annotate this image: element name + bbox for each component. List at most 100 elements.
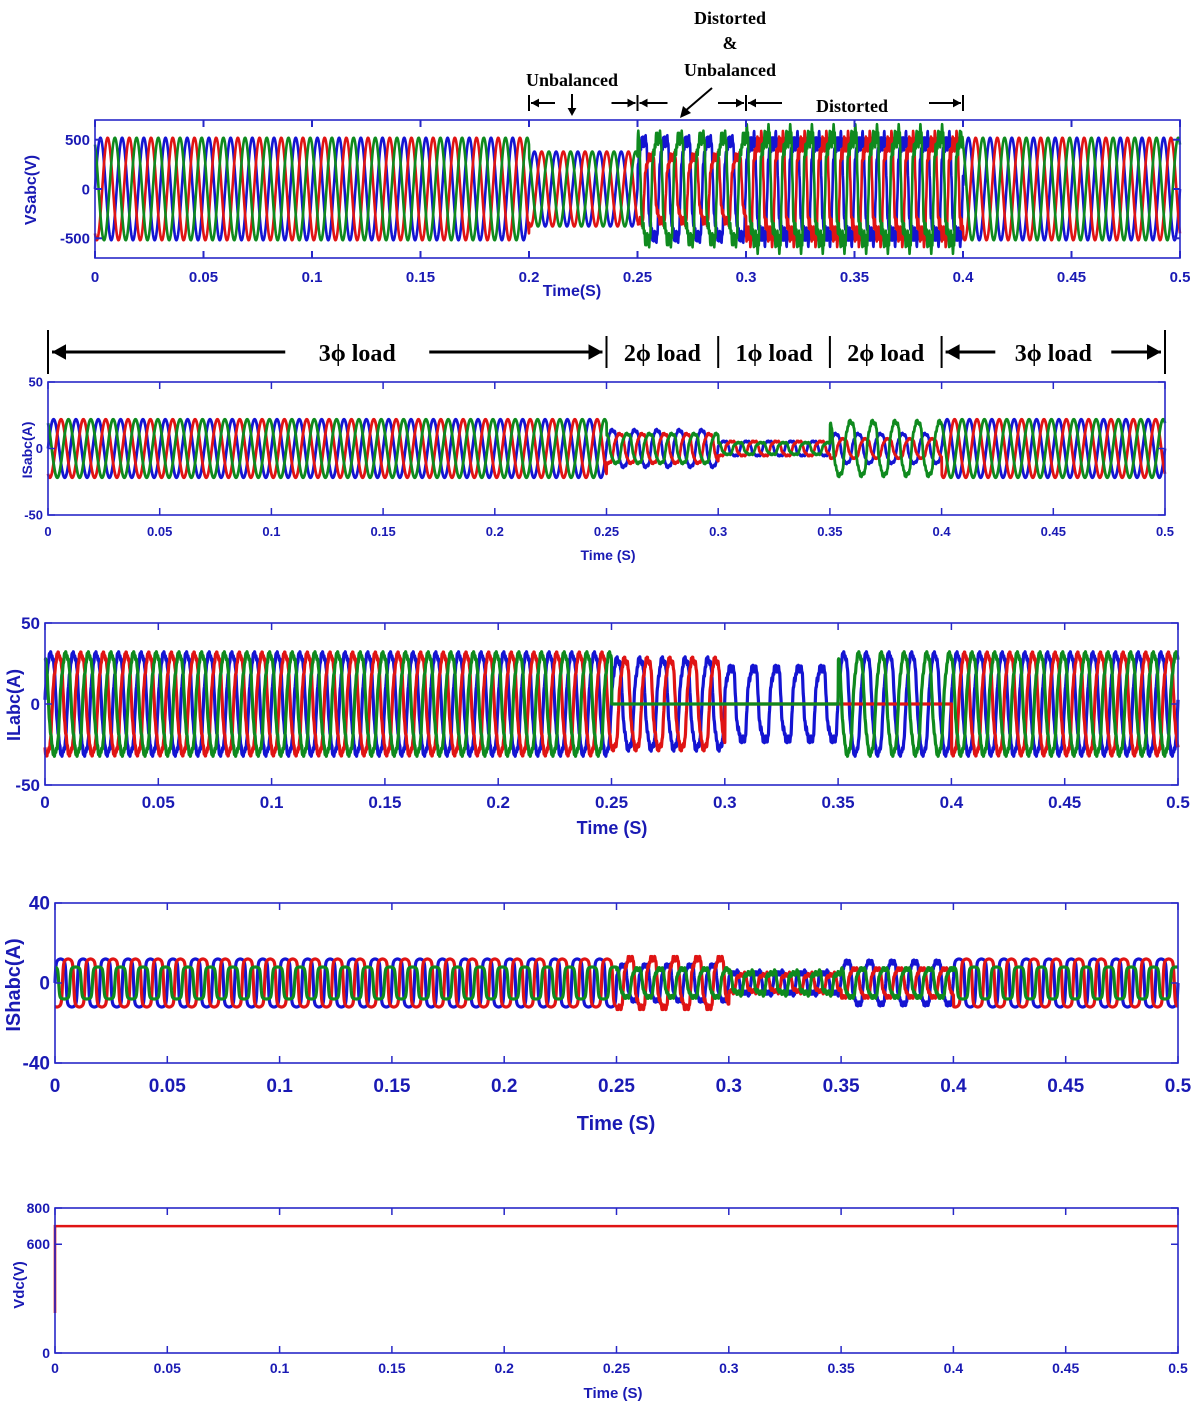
- x-tick-label: 0.2: [519, 269, 540, 286]
- vdc-trace: [53, 1224, 1178, 1313]
- distorted-label: Distorted: [816, 96, 888, 116]
- x-tick-label: 0.45: [1041, 524, 1066, 539]
- x-tick-label: 0.4: [940, 1076, 967, 1097]
- x-tick-label: 0.1: [302, 269, 323, 286]
- x-tick-label: 0.45: [1047, 1076, 1084, 1097]
- x-tick-label: 0.3: [736, 269, 757, 286]
- x-tick-label: 0.3: [709, 524, 727, 539]
- y-axis-label: IShabc(A): [3, 938, 25, 1031]
- y-tick-label: -50: [24, 508, 43, 523]
- y-tick-label: 0: [31, 695, 40, 714]
- phase-c-trace: [46, 417, 1167, 480]
- x-tick-label: 0.25: [595, 793, 628, 812]
- arrow-head: [627, 98, 636, 108]
- x-tick-label: 0.3: [719, 1360, 739, 1376]
- x-tick-label: 0.15: [370, 524, 395, 539]
- y-tick-label: 0: [39, 974, 50, 995]
- y-axis-label: Vdc(V): [11, 1261, 28, 1309]
- panel-1: 0 0.05 0.1 0.15 0.2 0.25 0.3 0.35 0.4 0.45 0.5 500 0…: [23, 119, 1191, 300]
- x-tick-label: 0.15: [378, 1360, 405, 1376]
- x-tick-label: 0.1: [262, 524, 280, 539]
- y-tick-label: 0: [42, 1345, 50, 1361]
- x-tick-label: 0.2: [486, 524, 504, 539]
- distorted-unbalanced-label-line2: &: [723, 33, 738, 53]
- phase-b-trace: [53, 954, 1180, 1012]
- phase-a-trace: [53, 957, 1180, 1009]
- arrow-head: [680, 106, 691, 118]
- x-axis-label: Time (S): [577, 1113, 656, 1135]
- x-tick-label: 0.35: [840, 269, 869, 286]
- x-tick-label: 0.25: [623, 269, 652, 286]
- x-tick-label: 0.15: [368, 793, 401, 812]
- x-tick-label: 0.05: [147, 524, 172, 539]
- x-tick-label: 0.2: [491, 1076, 517, 1097]
- x-tick-label: 0.45: [1057, 269, 1086, 286]
- x-tick-label: 0.4: [933, 524, 952, 539]
- y-tick-label: -500: [60, 231, 90, 248]
- arrow-head: [748, 98, 756, 108]
- x-tick-label: 0.5: [1168, 1360, 1188, 1376]
- annotations-group: Unbalanced Distorted & Unbalanced Distorted 3…: [47, 8, 1166, 374]
- arrow-head: [945, 344, 960, 360]
- load-segment-label: 3ϕ load: [1015, 341, 1093, 367]
- x-tick-label: 0.4: [953, 269, 975, 286]
- y-tick-label: -40: [23, 1054, 50, 1075]
- x-tick-label: 0.1: [260, 793, 284, 812]
- y-tick-label: 800: [27, 1200, 51, 1216]
- panel-4: 0 0.05 0.1 0.15 0.2 0.25 0.3 0.35 0.4 0.45 0.5400-…: [3, 894, 1192, 1135]
- x-tick-label: 0.3: [713, 793, 737, 812]
- x-tick-label: 0.35: [827, 1360, 854, 1376]
- phase-b-trace: [46, 417, 1167, 480]
- y-axis-label: VSabc(V): [23, 155, 40, 225]
- x-tick-label: 0.5: [1166, 793, 1190, 812]
- x-tick-label: 0.25: [598, 1076, 635, 1097]
- phase-a-trace: [46, 417, 1167, 480]
- y-axis-label: ISabc(A): [19, 422, 35, 479]
- arrow-head: [1147, 344, 1161, 360]
- x-tick-label: 0: [51, 1360, 59, 1376]
- annotation-line: [683, 87, 713, 113]
- x-tick-label: 0.05: [142, 793, 175, 812]
- distorted-unbalanced-label-line1: Distorted: [694, 8, 766, 28]
- load-segment-label: 2ϕ load: [624, 341, 702, 367]
- load-segment-label: 3ϕ load: [319, 341, 397, 367]
- x-axis-label: Time (S): [581, 547, 636, 563]
- x-tick-label: 0.4: [944, 1360, 964, 1376]
- y-axis-label: ILabc(A): [4, 669, 24, 741]
- y-tick-label: 50: [29, 375, 43, 390]
- arrow-head: [639, 98, 648, 108]
- x-tick-label: 0.5: [1170, 269, 1191, 286]
- arrow-head: [953, 98, 961, 108]
- x-tick-label: 0: [44, 524, 51, 539]
- distorted-unbalanced-label-line3: Unbalanced: [684, 60, 776, 80]
- load-segment-label: 2ϕ load: [847, 341, 925, 367]
- arrow-head: [567, 108, 577, 116]
- phase-c-trace: [93, 122, 1182, 256]
- y-tick-label: 0: [36, 441, 43, 456]
- y-tick-label: 600: [27, 1236, 51, 1252]
- x-tick-label: 0.35: [822, 793, 855, 812]
- x-tick-label: 0.05: [154, 1360, 181, 1376]
- x-tick-label: 0.35: [817, 524, 842, 539]
- y-tick-label: 50: [21, 614, 40, 633]
- x-tick-label: 0.15: [406, 269, 435, 286]
- x-tick-label: 0: [91, 269, 99, 286]
- x-tick-label: 0.5: [1165, 1076, 1192, 1097]
- x-tick-label: 0.25: [594, 524, 619, 539]
- x-axis-label: Time (S): [577, 818, 648, 838]
- x-tick-label: 0.2: [486, 793, 510, 812]
- x-tick-label: 0.25: [603, 1360, 630, 1376]
- x-tick-label: 0.2: [494, 1360, 514, 1376]
- y-tick-label: 40: [29, 894, 50, 915]
- x-tick-label: 0.1: [270, 1360, 290, 1376]
- panel-2: 0 0.05 0.1 0.15 0.2 0.25 0.3 0.35 0.4 0.45 0.5500-…: [19, 375, 1174, 563]
- phase-c-trace: [53, 965, 1180, 1001]
- phase-b-trace: [43, 650, 1180, 758]
- x-axis-label: Time (S): [584, 1385, 643, 1402]
- arrow-head: [531, 98, 539, 108]
- arrow-head: [588, 344, 603, 360]
- x-tick-label: 0.5: [1156, 524, 1174, 539]
- panel-3: 0 0.05 0.1 0.15 0.2 0.25 0.3 0.35 0.4 0.45 0.5500-…: [4, 614, 1190, 838]
- phase-b-trace: [93, 129, 1182, 249]
